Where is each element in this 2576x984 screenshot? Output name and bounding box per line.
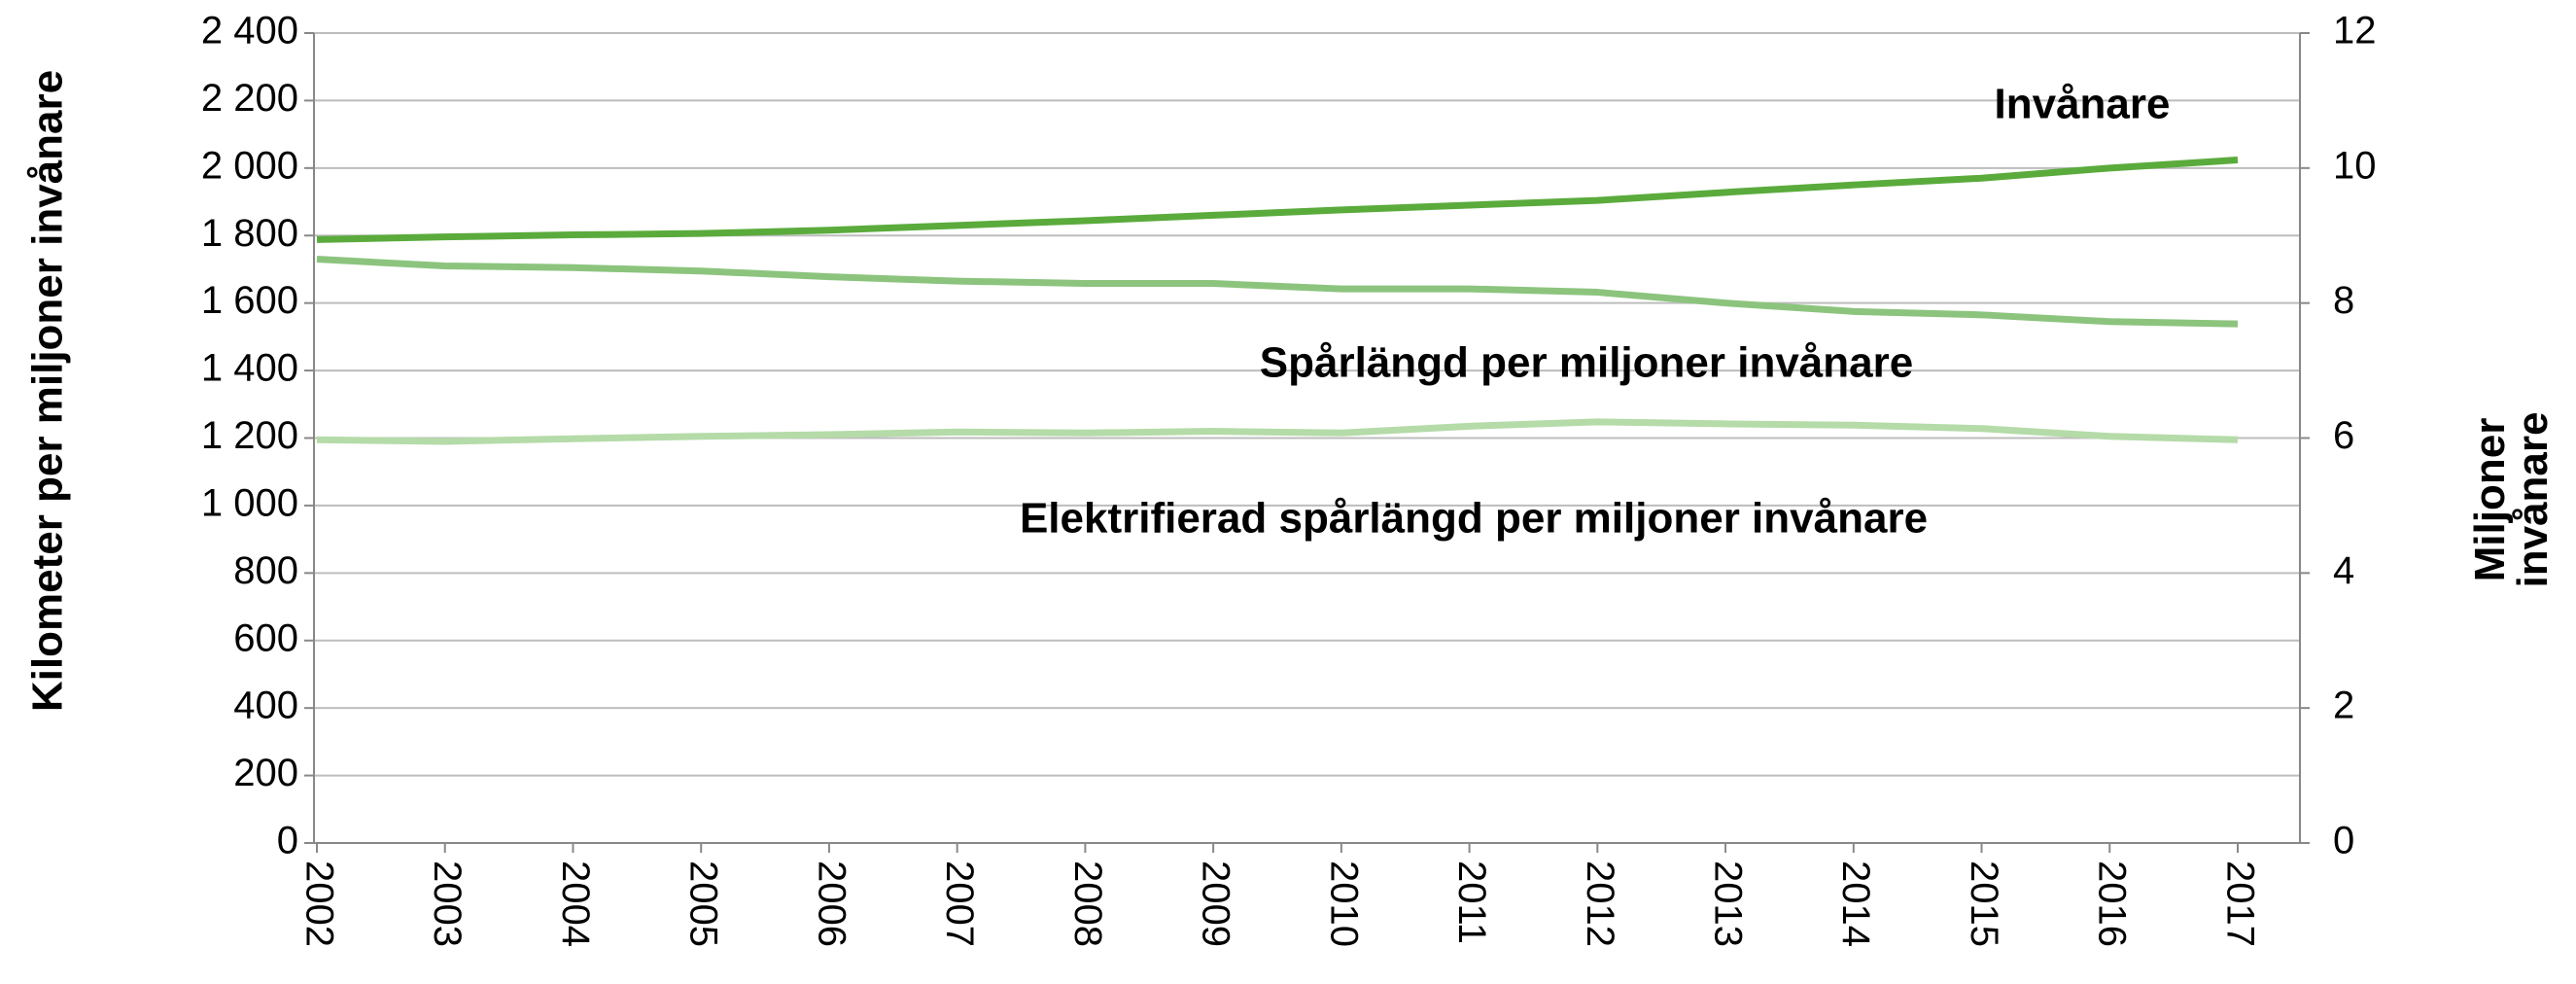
y-tick-label: 600: [233, 616, 298, 659]
x-tick-label: 2013: [1707, 861, 1750, 947]
x-tick-label: 2007: [938, 861, 981, 947]
x-tick-label: 2012: [1579, 861, 1621, 947]
y-tick-label: 0: [277, 820, 298, 862]
y-tick-label: 1 000: [201, 481, 298, 524]
y-tick-label: 1 400: [201, 347, 298, 390]
y2-tick-label: 10: [2333, 144, 2377, 187]
y-tick-label: 2 400: [201, 10, 298, 53]
line: [316, 256, 2239, 328]
x-tick-label: 2010: [1322, 861, 1365, 947]
y-tick-label: 1 800: [201, 212, 298, 255]
y2-tick-label: 2: [2333, 685, 2354, 727]
x-tick-label: 2009: [1195, 861, 1237, 947]
x-tick-label: 2006: [810, 861, 853, 947]
x-tick-label: 2004: [554, 861, 597, 947]
y-tick-label: 2 200: [201, 77, 298, 120]
x-tick-label: 2017: [2218, 861, 2261, 947]
series-label: Invånare: [1995, 81, 2171, 128]
y2-axis-title: Miljoner invånare: [2466, 411, 2557, 588]
y2-tick-label: 12: [2333, 10, 2377, 53]
x-tick-label: 2015: [1963, 861, 2005, 947]
x-tick-label: 2002: [297, 861, 340, 947]
y2-tick-label: 8: [2333, 279, 2354, 322]
y-tick-label: 1 200: [201, 414, 298, 457]
line: [316, 418, 2239, 445]
y-tick-label: 800: [233, 549, 298, 592]
y-tick-label: 200: [233, 752, 298, 794]
y-tick-label: 2 000: [201, 144, 298, 187]
x-tick-label: 2016: [2091, 861, 2134, 947]
y2-tick-label: 4: [2333, 549, 2354, 592]
y-tick-label: 400: [233, 685, 298, 727]
x-tick-label: 2011: [1450, 861, 1493, 944]
y2-tick-label: 0: [2333, 820, 2354, 862]
y-axis-title: Kilometer per miljoner invånare: [24, 70, 72, 712]
x-tick-label: 2008: [1066, 861, 1109, 947]
y2-tick-label: 6: [2333, 414, 2354, 457]
series-label: Elektrifierad spårlängd per miljoner inv…: [1020, 495, 1928, 543]
series-label: Spårlängd per miljoner invånare: [1260, 339, 1913, 387]
x-tick-label: 2005: [682, 861, 725, 947]
x-tick-label: 2014: [1834, 861, 1877, 947]
y-tick-label: 1 600: [201, 279, 298, 322]
line: [316, 157, 2239, 243]
x-tick-label: 2003: [426, 861, 469, 947]
